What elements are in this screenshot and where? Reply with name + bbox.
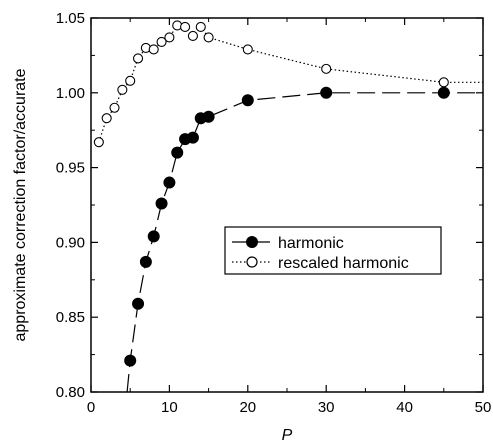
data-point-rescaled-harmonic xyxy=(322,64,331,73)
x-tick-label: 50 xyxy=(475,399,492,416)
legend-harmonic-label: harmonic xyxy=(278,235,344,252)
legend-harmonic-marker xyxy=(246,236,258,248)
data-point-rescaled-harmonic xyxy=(110,103,119,112)
series-line-rescaled-harmonic xyxy=(99,26,483,143)
y-tick-label: 1.05 xyxy=(56,10,85,27)
data-point-harmonic xyxy=(148,230,160,242)
data-point-harmonic xyxy=(140,256,152,268)
x-axis-label: P xyxy=(282,427,293,444)
data-point-rescaled-harmonic xyxy=(149,45,158,54)
data-point-harmonic xyxy=(438,87,450,99)
data-point-rescaled-harmonic xyxy=(196,22,205,31)
y-tick-label: 0.80 xyxy=(56,384,85,401)
data-point-harmonic xyxy=(132,298,144,310)
x-tick-label: 40 xyxy=(396,399,413,416)
data-point-harmonic xyxy=(203,111,215,123)
legend-rescaled-label: rescaled harmonic xyxy=(278,255,409,272)
data-point-rescaled-harmonic xyxy=(243,45,252,54)
plot-frame xyxy=(91,18,483,392)
data-point-harmonic xyxy=(163,177,175,189)
data-point-harmonic xyxy=(171,147,183,159)
legend: harmonic rescaled harmonic xyxy=(225,227,441,274)
data-point-rescaled-harmonic xyxy=(165,33,174,42)
y-tick-label: 1.00 xyxy=(56,85,85,102)
series-points xyxy=(94,21,449,367)
data-point-rescaled-harmonic xyxy=(204,33,213,42)
x-tick-label: 10 xyxy=(161,399,178,416)
x-tick-label: 30 xyxy=(318,399,335,416)
y-tick-label: 0.90 xyxy=(56,234,85,251)
data-point-rescaled-harmonic xyxy=(188,31,197,40)
data-point-harmonic xyxy=(124,355,136,367)
data-point-rescaled-harmonic xyxy=(181,22,190,31)
y-axis-label: approximate correction factor/accurate xyxy=(12,68,29,341)
legend-rescaled-marker xyxy=(247,257,257,267)
data-point-harmonic xyxy=(242,94,254,106)
data-point-rescaled-harmonic xyxy=(126,76,135,85)
data-point-rescaled-harmonic xyxy=(102,114,111,123)
axis-ticks xyxy=(91,18,483,392)
x-tick-label: 0 xyxy=(87,399,95,416)
data-point-rescaled-harmonic xyxy=(439,78,448,87)
data-point-rescaled-harmonic xyxy=(118,85,127,94)
data-point-harmonic xyxy=(156,198,168,210)
data-point-rescaled-harmonic xyxy=(94,138,103,147)
series-lines xyxy=(99,26,483,393)
y-tick-label: 0.95 xyxy=(56,160,85,177)
data-point-harmonic xyxy=(187,132,199,144)
data-point-harmonic xyxy=(320,87,332,99)
tick-labels: 0 10 20 30 40 50 0.80 0.85 0.90 0.95 1.00 1.05 xyxy=(56,10,492,416)
x-tick-label: 20 xyxy=(239,399,256,416)
data-point-rescaled-harmonic xyxy=(134,54,143,63)
y-tick-label: 0.85 xyxy=(56,309,85,326)
